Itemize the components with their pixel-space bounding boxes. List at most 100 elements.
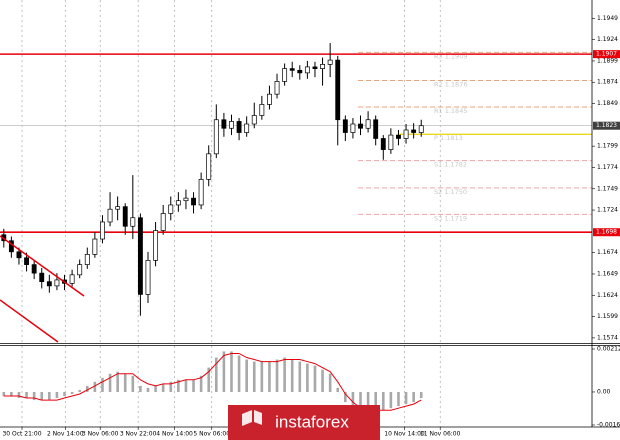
histogram-bar (184, 379, 188, 392)
histogram-bar (40, 391, 44, 401)
candle-body (282, 68, 288, 82)
histogram-bar (268, 361, 271, 392)
candle-body (327, 59, 333, 65)
watermark-logo (242, 410, 262, 426)
candle-body (107, 208, 113, 223)
histogram-bar (290, 359, 294, 392)
x-tick-label: 4 Nov 14:00 (156, 431, 193, 438)
histogram-bar (321, 369, 324, 392)
y-tick-label: 1.1574 (597, 334, 618, 341)
y-tick-label: 1.1599 (597, 313, 618, 320)
candle-body (54, 279, 60, 287)
histogram-bar (230, 351, 233, 392)
histogram-bar (108, 373, 112, 392)
candle-body (130, 217, 136, 227)
candle-body (183, 197, 189, 202)
candle-body (46, 281, 52, 287)
candle-body (259, 104, 265, 116)
y-tick-label: 1.1899 (597, 57, 618, 64)
watermark-text: instaforex (275, 412, 349, 431)
mark-layer (1, 43, 424, 411)
histogram-bar (313, 365, 317, 392)
histogram-bar (207, 367, 211, 392)
histogram-bar (48, 391, 51, 401)
pivot-label: R3 1.1909 (434, 52, 467, 60)
histogram-bar (154, 385, 157, 392)
histogram-bar (275, 359, 279, 392)
pivot-label: S2 1.1750 (434, 188, 467, 196)
candle-body (122, 206, 128, 227)
histogram-bar (283, 357, 286, 392)
candle-body (160, 213, 166, 231)
histogram-bar (374, 391, 377, 411)
histogram-bar (306, 363, 309, 392)
watermark-box (228, 405, 380, 440)
candle-body (191, 197, 196, 206)
candle-body (16, 251, 22, 259)
candle-body (213, 119, 219, 155)
candle-body (350, 123, 356, 133)
histogram-bar (93, 381, 97, 392)
candle-body (244, 123, 250, 133)
trend-line (0, 235, 85, 297)
y-tick-label: 1.1749 (597, 185, 618, 192)
candle-body (137, 217, 143, 295)
histogram-bar (412, 391, 415, 403)
candle-body (342, 119, 348, 133)
candle-body (221, 119, 227, 129)
candle-body (266, 93, 272, 105)
candle-body (312, 66, 318, 69)
histogram-bar (32, 391, 36, 401)
candle-body (297, 69, 303, 74)
candle-body (304, 66, 310, 74)
histogram-bar (351, 391, 355, 409)
x-tick-label: 2 Nov 14:00 (47, 431, 84, 438)
x-tick-label: 5 Nov 06:00 (193, 431, 230, 438)
histogram-bar (25, 391, 28, 399)
current-price-label: 1.1823 (596, 122, 617, 129)
histogram-bar (169, 381, 173, 392)
candle-body (39, 272, 45, 282)
histogram-bar (123, 373, 127, 392)
candle-body (69, 274, 75, 284)
y-tick-label: 0.00 (597, 388, 611, 395)
histogram-bar (260, 361, 264, 392)
level-box (593, 228, 620, 237)
pivot-label: R1 1.1845 (434, 107, 467, 115)
pivot-label: P 1.1813 (434, 134, 463, 142)
candle-body (100, 221, 105, 240)
histogram-bar (404, 391, 408, 405)
x-tick-label: 11 Nov 06:00 (420, 431, 461, 438)
y-tick-label: 1.1874 (597, 79, 618, 86)
candle-body (403, 129, 409, 139)
level-layer: R3 1.1909 R2 1.1876 R1 1.1845 P 1.1813 S1 1.… (0, 51, 592, 234)
histogram-bar (419, 391, 423, 399)
y-tick-label: 0.00212 (597, 346, 620, 353)
candle-body (84, 254, 90, 265)
candle-body (115, 206, 121, 210)
x-tick-label: 30 Oct 21:00 (2, 431, 41, 438)
histogram-bar (85, 385, 89, 392)
histogram-bar (389, 391, 393, 409)
histogram-bar (344, 391, 347, 403)
histogram-bar (222, 351, 226, 392)
candle-body (77, 264, 83, 276)
histogram-bar (366, 391, 370, 411)
histogram-bar (139, 385, 142, 392)
pivot-label: S1 1.1782 (434, 161, 467, 169)
y-tick-label: 1.1774 (597, 164, 618, 171)
histogram-bar (78, 389, 81, 392)
candle-body (320, 64, 326, 69)
pivot-label: R2 1.1876 (434, 81, 467, 89)
candle-body (388, 134, 394, 150)
histogram-bar (177, 379, 180, 392)
histogram-bar (397, 391, 400, 407)
candle-body (168, 204, 174, 214)
y-tick-label: 1.1949 (597, 15, 618, 22)
histogram-bar (101, 377, 104, 392)
histogram-bar (10, 391, 13, 397)
histogram-bar (215, 357, 218, 392)
candle-body (365, 119, 371, 129)
